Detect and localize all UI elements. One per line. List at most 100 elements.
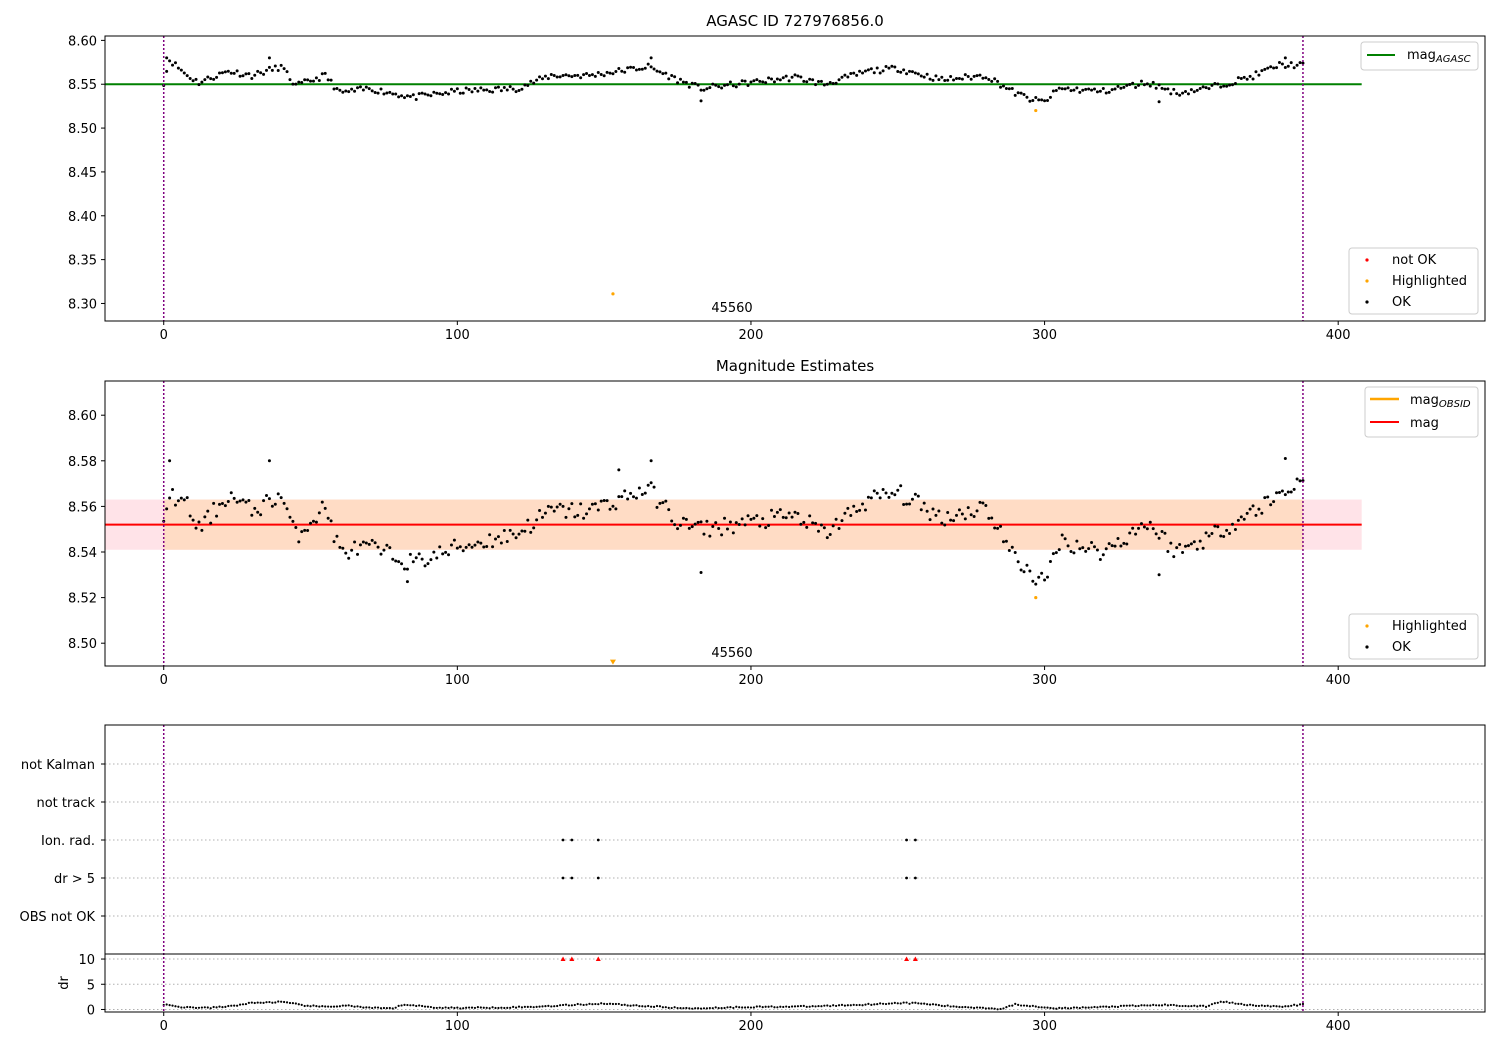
- agasc-ok-point: [1157, 83, 1161, 87]
- agasc-ok-point: [819, 79, 823, 83]
- estimates-ok-point: [426, 562, 430, 566]
- agasc-ok-point: [1169, 92, 1173, 96]
- flags-xtick-label: 200: [739, 1019, 764, 1034]
- estimates-ok-point: [194, 526, 198, 530]
- dr-clipped-marker: [560, 956, 566, 962]
- agasc-ok-point: [1186, 92, 1190, 96]
- agasc-ok-point: [822, 83, 826, 87]
- estimates-ok-point: [632, 495, 636, 499]
- estimates-ok-point: [1169, 541, 1173, 545]
- agasc-ok-point: [740, 79, 744, 83]
- dr-point: [529, 1005, 532, 1008]
- agasc-ok-point: [1275, 66, 1279, 70]
- dr-point: [835, 1004, 838, 1008]
- estimates-ok-point: [1260, 511, 1264, 515]
- agasc-ok-point: [811, 78, 815, 82]
- dr-point: [694, 1007, 697, 1010]
- agasc-ok-point: [937, 78, 941, 82]
- agasc-ok-point: [990, 79, 994, 83]
- estimates-legend-ok: OK: [1392, 640, 1411, 655]
- dr-point: [867, 1002, 870, 1006]
- estimates-xtick-label: 200: [739, 673, 764, 688]
- dr-point: [479, 1006, 482, 1009]
- dr-point: [512, 1005, 515, 1008]
- estimates-ok-point: [705, 519, 709, 523]
- agasc-ok-point: [981, 76, 985, 80]
- agasc-ok-point: [984, 76, 988, 80]
- estimates-ok-point: [875, 491, 879, 495]
- estimates-ok-point: [429, 558, 433, 562]
- agasc-ok-point: [893, 65, 897, 69]
- dr-point: [400, 1004, 403, 1007]
- agasc-ok-point: [385, 91, 389, 95]
- agasc-ok-point: [878, 71, 882, 75]
- estimates-ok-point: [1298, 479, 1302, 483]
- agasc-ok-point: [761, 80, 765, 84]
- agasc-ok-point: [438, 92, 442, 96]
- dr-point: [905, 1001, 908, 1004]
- agasc-ok-point: [678, 77, 682, 81]
- agasc-legend-ok: OK: [1392, 295, 1411, 310]
- agasc-ok-point: [749, 80, 753, 84]
- estimates-ok-point: [1210, 532, 1214, 536]
- estimates-ok-point: [828, 533, 832, 537]
- dr-point: [280, 1000, 283, 1003]
- estimates-ok-point: [1148, 520, 1152, 524]
- dr-point: [253, 1001, 256, 1005]
- estimates-ok-point: [206, 509, 210, 513]
- estimates-ok-point: [1060, 533, 1064, 537]
- agasc-ok-point: [1119, 86, 1123, 90]
- estimates-ok-point: [775, 510, 779, 514]
- agasc-ok-point: [185, 74, 189, 78]
- estimates-ok-point: [831, 524, 835, 528]
- agasc-ok-point: [1233, 81, 1237, 85]
- estimates-ok-point: [799, 522, 803, 526]
- estimates-ok-point: [740, 517, 744, 521]
- estimates-ok-point: [1081, 546, 1085, 550]
- agasc-ok-point: [731, 84, 735, 88]
- estimates-ok-point: [987, 516, 991, 520]
- estimates-ok-point: [778, 508, 782, 512]
- agasc-ok-point: [858, 69, 862, 73]
- dr-point: [755, 1005, 758, 1008]
- agasc-ok-point: [1001, 84, 1005, 88]
- agasc-ok-point: [1195, 88, 1199, 92]
- estimates-ok-point: [996, 526, 1000, 530]
- estimates-ok-point: [326, 516, 330, 520]
- dr-point: [923, 1002, 926, 1005]
- agasc-ok-point: [652, 67, 656, 71]
- dr-point: [559, 1004, 562, 1007]
- agasc-ok-point: [543, 74, 547, 78]
- dr-point: [1210, 1003, 1214, 1006]
- dr-point: [1216, 1001, 1219, 1004]
- estimates-ok-point: [549, 505, 553, 509]
- estimates-ok-point: [449, 543, 453, 547]
- estimates-ok-point: [899, 484, 903, 488]
- dr-point: [1251, 1004, 1255, 1007]
- estimates-ok-point: [902, 503, 906, 507]
- estimates-ok-point: [1151, 527, 1155, 531]
- dr-point: [429, 1005, 433, 1009]
- agasc-ok-point: [309, 79, 313, 83]
- dr-point: [779, 1005, 782, 1008]
- estimates-ok-point: [843, 511, 847, 515]
- estimates-ok-point: [529, 530, 533, 534]
- agasc-ok-point: [693, 82, 697, 86]
- estimates-ok-point: [432, 550, 436, 554]
- estimates-ok-point: [990, 516, 994, 520]
- dr-point: [1219, 1000, 1222, 1003]
- agasc-ok-point: [861, 71, 865, 75]
- agasc-ok-point: [843, 73, 847, 77]
- estimates-ok-point: [1216, 525, 1220, 529]
- dr-point: [881, 1002, 885, 1005]
- agasc-ok-point: [491, 90, 495, 94]
- estimates-ok-point: [1113, 544, 1117, 548]
- dr-point: [570, 1004, 573, 1007]
- dr-point: [931, 1003, 935, 1006]
- agasc-ok-point: [482, 88, 486, 92]
- estimates-ok-point: [626, 497, 630, 501]
- agasc-ok-point: [623, 70, 627, 74]
- agasc-legend-top: magAGASC: [1360, 41, 1479, 71]
- dr-point: [647, 1004, 650, 1008]
- dr-point: [189, 1006, 192, 1009]
